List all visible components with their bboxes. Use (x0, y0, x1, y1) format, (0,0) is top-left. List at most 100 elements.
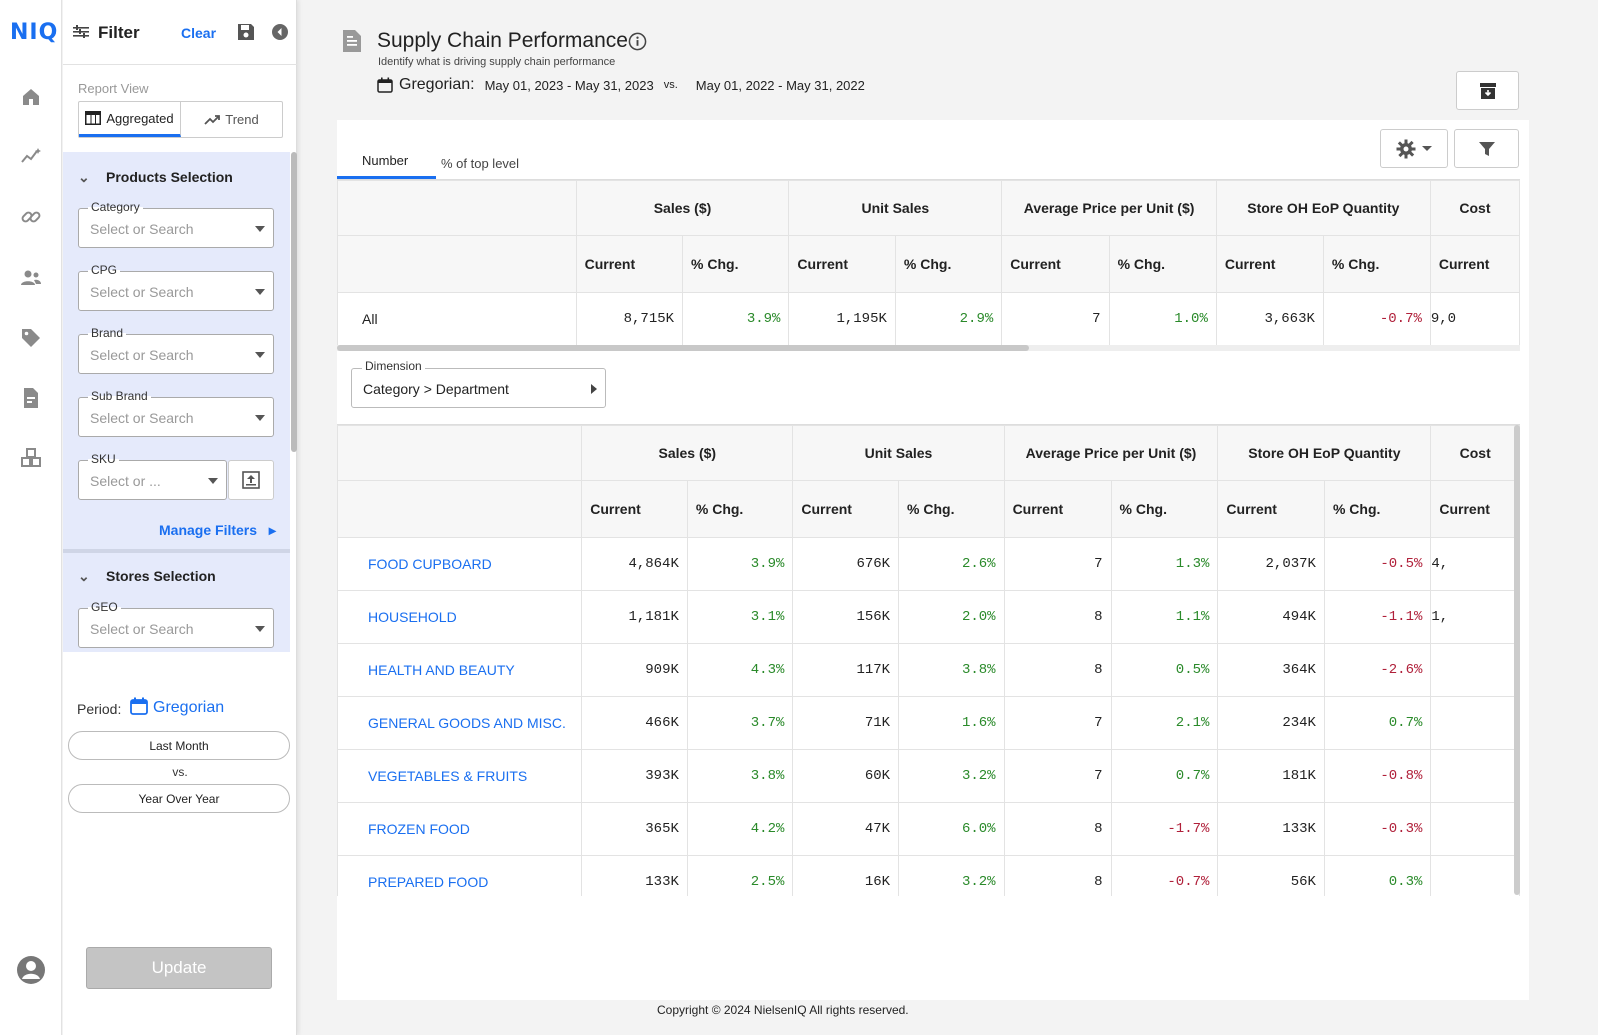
table-cell: 60K (792, 749, 900, 803)
row-label-link[interactable]: HOUSEHOLD (337, 590, 583, 644)
table-vertical-scrollbar[interactable] (1514, 425, 1520, 895)
col-header-current[interactable]: Current (1001, 235, 1110, 293)
manage-filters-link[interactable]: Manage Filters ▸ (159, 522, 276, 539)
row-label-link[interactable]: VEGETABLES & FRUITS (337, 749, 583, 803)
row-label-link[interactable]: FOOD CUPBOARD (337, 537, 583, 591)
sku-field[interactable]: SKU Select or ... (78, 452, 227, 500)
settings-button[interactable] (1380, 129, 1448, 168)
brand-field[interactable]: Brand Select or Search (78, 326, 274, 374)
col-header-current[interactable]: Current (1430, 480, 1520, 538)
row-label-link[interactable]: FROZEN FOOD (337, 802, 583, 856)
sub-header-row: Current % Chg. Current % Chg. Current % … (337, 480, 1520, 538)
group-header[interactable]: Average Price per Unit ($) (1001, 180, 1217, 236)
cpg-field[interactable]: CPG Select or Search (78, 263, 274, 311)
info-icon[interactable] (628, 32, 647, 51)
table-cell (1430, 802, 1520, 856)
compare-period-button[interactable]: Year Over Year (68, 784, 290, 813)
tab-number[interactable]: Number (337, 147, 436, 179)
analytics-icon[interactable] (19, 145, 43, 169)
aggregated-option[interactable]: Aggregated (79, 102, 181, 137)
account-icon[interactable] (16, 955, 46, 985)
group-header[interactable]: Average Price per Unit ($) (1003, 425, 1219, 481)
cpg-placeholder: Select or Search (90, 284, 194, 300)
period-label: Period: (77, 701, 122, 717)
group-header[interactable]: Store OH EoP Quantity (1215, 180, 1431, 236)
table-cell: 364K (1217, 643, 1325, 697)
group-header[interactable]: Sales ($) (581, 425, 794, 481)
group-header[interactable]: Store OH EoP Quantity (1217, 425, 1432, 481)
brand-placeholder: Select or Search (90, 347, 194, 363)
home-icon[interactable] (19, 85, 43, 109)
col-header-current[interactable]: Current (1003, 480, 1112, 538)
current-period-button[interactable]: Last Month (68, 731, 290, 760)
col-header-chg[interactable]: % Chg. (1323, 480, 1432, 538)
col-header-current[interactable]: Current (1215, 235, 1324, 293)
table-cell: -1.1% (1323, 590, 1432, 644)
dimension-selector[interactable]: Dimension Category > Department (351, 359, 606, 408)
row-label-link[interactable]: HEALTH AND BEAUTY (337, 643, 583, 697)
tag-icon[interactable] (19, 326, 43, 350)
col-header-current[interactable]: Current (792, 480, 900, 538)
period-calendar-type[interactable]: Gregorian (153, 699, 225, 716)
table-cell: 1.3% (1110, 537, 1219, 591)
col-header-chg[interactable]: % Chg. (898, 480, 1005, 538)
table-cell: 466K (581, 696, 688, 750)
report-icon[interactable] (19, 386, 43, 410)
total-cell: 8,715K (575, 292, 684, 346)
products-selection-header[interactable]: ⌄ Products Selection (78, 169, 233, 186)
col-header-current[interactable]: Current (581, 480, 688, 538)
col-header-current[interactable]: Current (575, 235, 684, 293)
calendar-type-label: Gregorian: (399, 76, 475, 93)
category-field[interactable]: Category Select or Search (78, 200, 274, 248)
archive-button[interactable] (1456, 71, 1519, 110)
table-cell: 181K (1217, 749, 1325, 803)
scroll-thumb[interactable] (337, 345, 1029, 351)
group-header[interactable]: Cost (1430, 425, 1520, 481)
upload-sku-button[interactable] (228, 460, 274, 500)
table-cell: 3.8% (898, 643, 1005, 697)
geo-field[interactable]: GEO Select or Search (78, 600, 274, 648)
stores-selection-header[interactable]: ⌄ Stores Selection (78, 568, 216, 585)
update-button[interactable]: Update (86, 947, 272, 989)
col-header-current[interactable]: Current (788, 235, 896, 293)
group-header[interactable]: Sales ($) (575, 180, 790, 236)
group-header[interactable]: Cost (1429, 180, 1520, 236)
col-header-current[interactable]: Current (1429, 235, 1520, 293)
page-title: Supply Chain Performance (377, 29, 628, 52)
group-header[interactable]: Unit Sales (788, 180, 1003, 236)
col-header-chg[interactable]: % Chg. (894, 235, 1003, 293)
people-icon[interactable] (19, 266, 43, 290)
table-cell: 2.6% (898, 537, 1005, 591)
table-cell: 1.6% (898, 696, 1005, 750)
filter-scroll-area: ⌄ Products Selection Category Select or S… (63, 152, 290, 652)
cubes-icon[interactable] (19, 446, 43, 470)
link-icon[interactable] (19, 205, 43, 229)
total-cell: 1,195K (788, 292, 896, 346)
save-icon[interactable] (237, 23, 255, 41)
collapse-panel-icon[interactable] (272, 24, 288, 40)
col-header-current[interactable]: Current (1217, 480, 1325, 538)
col-header-chg[interactable]: % Chg. (686, 480, 794, 538)
cpg-field-label: CPG (88, 263, 121, 277)
col-header-chg[interactable]: % Chg. (1110, 480, 1219, 538)
gear-icon (1396, 139, 1416, 158)
filter-scrollbar[interactable] (291, 152, 297, 452)
row-label-link[interactable]: PREPARED FOOD (337, 855, 583, 896)
trend-option[interactable]: Trend (181, 102, 282, 137)
table-filter-button[interactable] (1454, 129, 1519, 168)
caret-down-icon (255, 226, 265, 232)
copyright-text: Copyright © 2024 NielsenIQ All rights re… (657, 1003, 909, 1017)
table-cell: 365K (581, 802, 688, 856)
col-header-chg[interactable]: % Chg. (682, 235, 790, 293)
table-cell (1430, 749, 1520, 803)
tab-percent-top-level[interactable]: % of top level (441, 156, 520, 171)
clear-filters-button[interactable]: Clear (181, 25, 217, 41)
row-label-link[interactable]: GENERAL GOODS AND MISC. (337, 696, 583, 750)
col-header-chg[interactable]: % Chg. (1108, 235, 1217, 293)
group-header[interactable]: Unit Sales (792, 425, 1005, 481)
table-cell: 133K (581, 855, 688, 896)
col-header-chg[interactable]: % Chg. (1322, 235, 1431, 293)
sub-brand-field[interactable]: Sub Brand Select or Search (78, 389, 274, 437)
horizontal-scrollbar[interactable] (337, 345, 1520, 351)
upload-icon (242, 471, 260, 489)
